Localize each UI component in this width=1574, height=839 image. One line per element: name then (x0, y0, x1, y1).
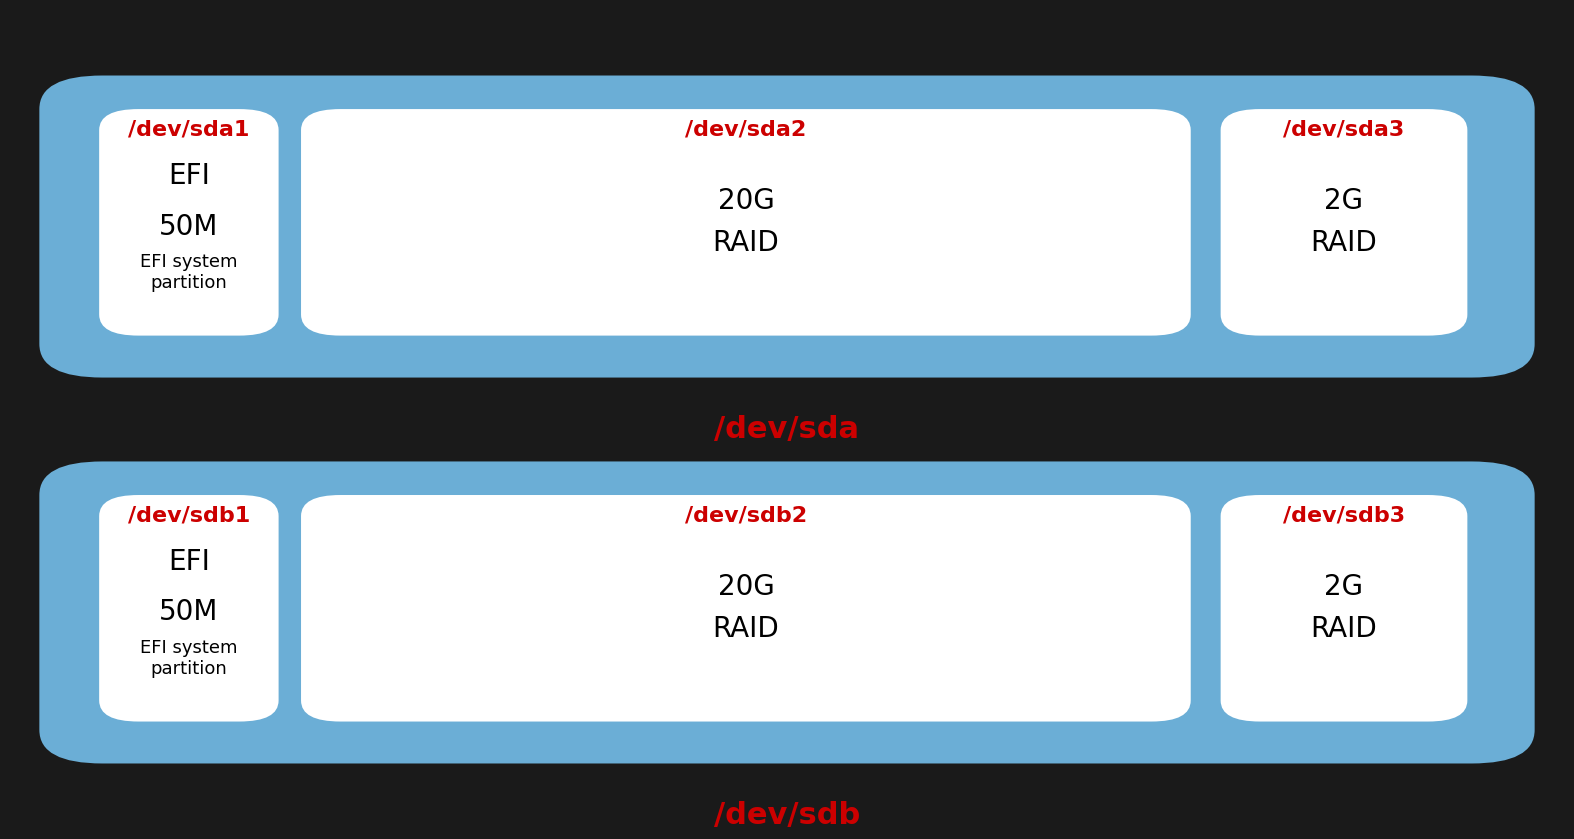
Text: /dev/sdb1: /dev/sdb1 (127, 505, 250, 525)
Text: /dev/sda1: /dev/sda1 (127, 119, 250, 139)
Text: 20G: 20G (718, 187, 774, 216)
FancyBboxPatch shape (99, 109, 279, 336)
Text: EFI: EFI (168, 162, 209, 190)
Text: EFI system
partition: EFI system partition (140, 253, 238, 292)
FancyBboxPatch shape (1220, 495, 1467, 722)
FancyBboxPatch shape (301, 495, 1190, 722)
Text: RAID: RAID (1311, 615, 1377, 644)
Text: RAID: RAID (713, 229, 779, 258)
FancyBboxPatch shape (39, 76, 1535, 378)
Text: /dev/sdb: /dev/sdb (715, 801, 859, 831)
Text: /dev/sda3: /dev/sda3 (1283, 119, 1404, 139)
Text: 20G: 20G (718, 573, 774, 602)
FancyBboxPatch shape (99, 495, 279, 722)
FancyBboxPatch shape (301, 109, 1190, 336)
Text: /dev/sdb2: /dev/sdb2 (685, 505, 807, 525)
Text: RAID: RAID (1311, 229, 1377, 258)
Text: RAID: RAID (713, 615, 779, 644)
Text: 2G: 2G (1324, 187, 1363, 216)
Text: /dev/sda2: /dev/sda2 (685, 119, 806, 139)
FancyBboxPatch shape (1220, 109, 1467, 336)
Text: /dev/sda: /dev/sda (715, 415, 859, 445)
Text: 2G: 2G (1324, 573, 1363, 602)
Text: 50M: 50M (159, 598, 219, 627)
FancyBboxPatch shape (39, 461, 1535, 763)
Text: EFI: EFI (168, 548, 209, 576)
Text: 50M: 50M (159, 212, 219, 241)
Text: EFI system
partition: EFI system partition (140, 639, 238, 678)
Text: /dev/sdb3: /dev/sdb3 (1283, 505, 1406, 525)
